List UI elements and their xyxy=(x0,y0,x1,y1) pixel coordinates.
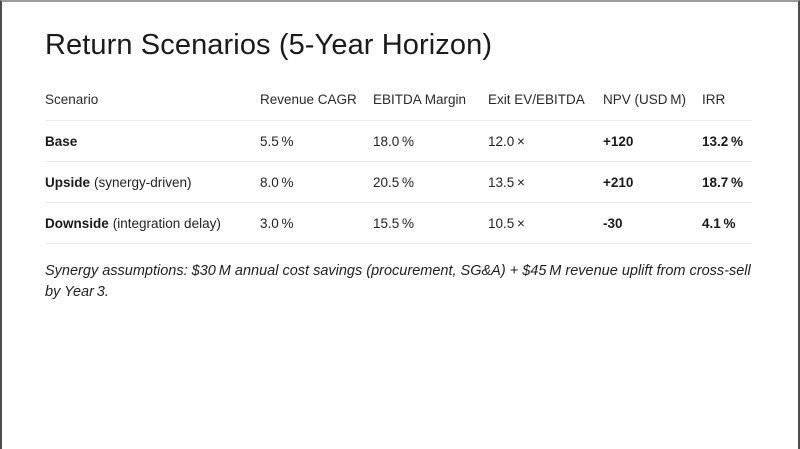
ebitda-margin-cell: 20.5 % xyxy=(373,161,488,203)
scenario-note: (integration delay) xyxy=(112,216,221,231)
npv-cell: +120 xyxy=(603,120,702,162)
revenue-cagr-cell: 3.0 % xyxy=(260,202,373,244)
page-title: Return Scenarios (5-Year Horizon) xyxy=(45,29,493,61)
irr-cell: 13.2 % xyxy=(702,120,752,162)
scenario-cell: Downside (integration delay) xyxy=(45,202,260,244)
scenario-name: Base xyxy=(45,134,78,149)
irr-cell: 18.7 % xyxy=(702,161,752,203)
col-header-npv: NPV (USD M) xyxy=(603,86,702,121)
scenario-note: (synergy-driven) xyxy=(94,175,192,190)
table-row-upside: Upside (synergy-driven) 8.0 % 20.5 % 13.5… xyxy=(45,161,752,203)
footnote: Synergy assumptions: $30 M annual cost s… xyxy=(45,263,751,301)
exit-ev-ebitda-cell: 13.5 × xyxy=(488,161,603,203)
scenario-cell: Base xyxy=(45,120,260,162)
npv-cell: +210 xyxy=(603,161,702,203)
col-header-scenario: Scenario xyxy=(45,86,260,121)
revenue-cagr-cell: 8.0 % xyxy=(260,161,373,203)
irr-cell: 4.1 % xyxy=(702,202,752,244)
exit-ev-ebitda-cell: 12.0 × xyxy=(488,120,603,162)
table-header-row: Scenario Revenue CAGR EBITDA Margin Exit… xyxy=(45,86,752,121)
exit-ev-ebitda-cell: 10.5 × xyxy=(488,202,603,244)
col-header-ebitda-margin: EBITDA Margin xyxy=(373,86,488,121)
scenario-name: Upside xyxy=(45,175,91,190)
table-row-downside: Downside (integration delay) 3.0 % 15.5 %… xyxy=(45,202,752,244)
ebitda-margin-cell: 15.5 % xyxy=(373,202,488,244)
col-header-exit-ev-ebitda: Exit EV/EBITDA xyxy=(488,86,603,121)
table-row-base: Base 5.5 % 18.0 % 12.0 × +120 13.2 % xyxy=(45,120,752,162)
return-scenarios-table: Scenario Revenue CAGR EBITDA Margin Exit… xyxy=(45,86,752,244)
col-header-irr: IRR xyxy=(702,86,752,121)
revenue-cagr-cell: 5.5 % xyxy=(260,120,373,162)
scenario-cell: Upside (synergy-driven) xyxy=(45,161,260,203)
npv-cell: -30 xyxy=(603,202,702,244)
scenario-name: Downside xyxy=(45,216,109,231)
col-header-revenue-cagr: Revenue CAGR xyxy=(260,86,373,121)
ebitda-margin-cell: 18.0 % xyxy=(373,120,488,162)
